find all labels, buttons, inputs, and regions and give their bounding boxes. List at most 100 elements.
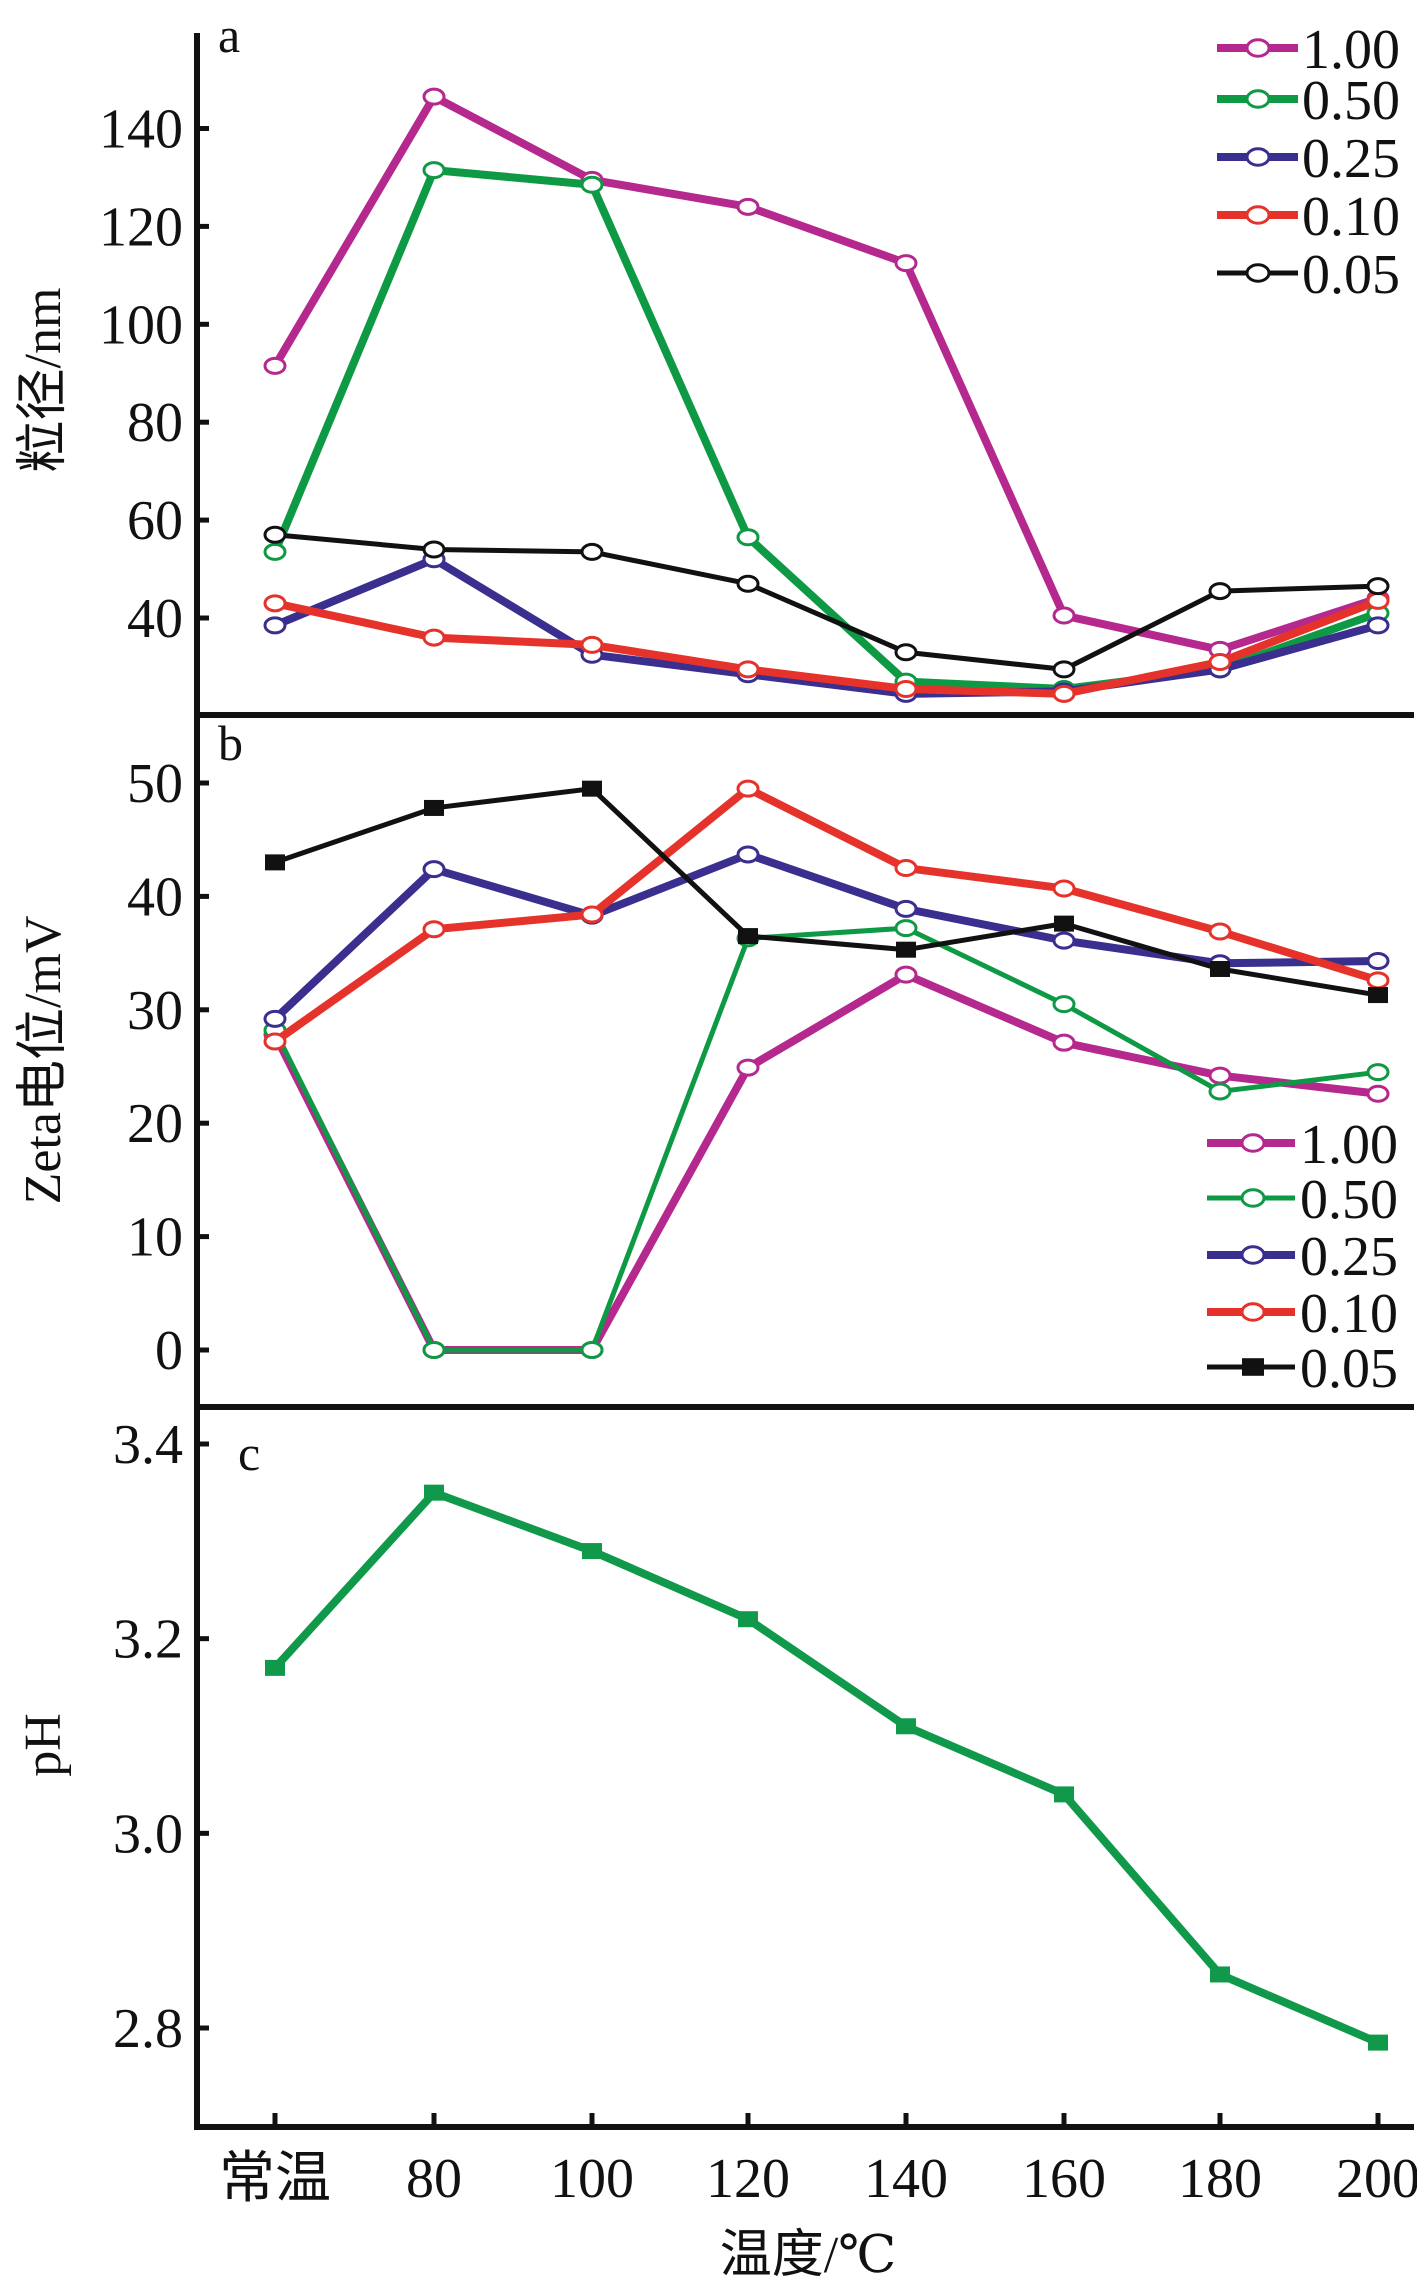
x-axis-title: 温度/℃ [720,2227,897,2284]
series-0-05 [265,780,1388,1004]
legend-item: 0.25 [1207,1226,1398,1288]
legend-item: 0.50 [1217,70,1400,132]
data-point [580,635,604,654]
data-point [1210,1966,1230,1983]
data-point [580,905,604,924]
data-point [422,87,446,106]
panel-letter: c [238,1425,260,1481]
series-line [273,555,1380,698]
x-tick-label: 100 [550,2148,634,2210]
legend-marker [1240,1133,1266,1153]
legend-marker [1245,147,1271,167]
y-tick-label: 100 [99,294,183,356]
data-point [580,1341,604,1359]
data-point [422,920,446,939]
data-point [736,779,760,798]
data-point [736,660,760,679]
data-point [894,899,918,918]
legend-label: 1.00 [1302,19,1400,81]
data-point [424,799,444,816]
y-tick-label: 80 [127,392,183,454]
data-point [1368,987,1388,1004]
data-point [1208,1082,1232,1101]
data-point [580,175,604,194]
data-point [894,254,918,273]
x-tick-label: 120 [706,2148,790,2210]
data-point [1208,653,1232,672]
data-point [1366,591,1390,610]
legend-marker [1240,1245,1266,1265]
series-0-10 [263,779,1390,1051]
series-pH [265,1484,1388,2051]
panel-b: 0 10 20 30 40 50 b Zeta电位/mV 1.000.500.250.100.0… [15,715,1414,1410]
data-point [424,1484,444,1501]
legend-label: 0.10 [1302,186,1400,248]
y-tick-label: 3.2 [113,1609,183,1671]
data-point [736,574,760,593]
y-tick-label: 2.8 [113,1998,183,2060]
data-point [1054,1786,1074,1803]
legend-item: 1.00 [1207,1114,1398,1176]
series-line [272,784,1380,1045]
data-point [265,1659,285,1676]
data-point [1052,931,1076,950]
data-point [894,679,918,698]
legend-item: 1.00 [1217,19,1400,81]
data-point [1052,684,1076,703]
legend-item: 0.10 [1207,1283,1398,1345]
legend-marker [1245,263,1271,283]
data-point [263,1009,287,1028]
legend-label: 0.50 [1302,70,1400,132]
data-point [1052,995,1076,1014]
legend-label: 0.10 [1300,1283,1398,1345]
data-point [422,161,446,180]
data-point [580,542,604,561]
data-point [263,542,287,561]
data-point [736,1058,760,1077]
data-point [736,845,760,864]
series-line [272,925,1379,1353]
y-tick-label: 20 [127,1093,183,1155]
data-point [1052,660,1076,679]
data-point [263,525,287,544]
data-point [1052,879,1076,898]
legend-marker [1245,38,1271,58]
legend-item: 0.10 [1217,186,1400,248]
data-point [736,528,760,547]
legend-label: 0.05 [1300,1338,1398,1400]
y-tick-label: 3.0 [113,1803,183,1865]
y-tick-label: 50 [127,753,183,815]
data-point [422,860,446,879]
data-point [1052,606,1076,625]
x-tick-label: 200 [1336,2148,1417,2210]
legend-marker [1245,205,1271,225]
data-point [1366,952,1390,971]
y-axis-title: 粒径/nm [15,288,72,473]
data-point [422,628,446,647]
panel-letter: a [218,7,240,63]
x-tick-label: 140 [864,2148,948,2210]
data-point [263,356,287,375]
data-point [896,1718,916,1735]
series-line [274,532,1379,672]
x-tick-label: 180 [1178,2148,1262,2210]
legend-item: 0.25 [1217,128,1400,190]
data-point [1208,922,1232,941]
data-point [422,1341,446,1359]
data-point [263,1032,287,1051]
legend-label: 1.00 [1300,1114,1398,1176]
panel-letter: b [218,715,243,771]
y-tick-label: 30 [127,980,183,1042]
legend: 1.000.500.250.100.05 [1217,19,1400,306]
panel-a: 40 60 80 100 120 140 a 粒径/nm 1.000.500.250.100.0… [15,7,1414,718]
series-line [271,166,1380,693]
x-tick-label: 80 [406,2148,462,2210]
data-point [894,643,918,662]
data-point [738,928,758,945]
legend-marker [1240,1188,1266,1208]
legend-label: 0.25 [1302,128,1400,190]
data-point [263,616,287,635]
y-tick-label: 3.4 [113,1414,183,1476]
data-point [894,965,918,984]
